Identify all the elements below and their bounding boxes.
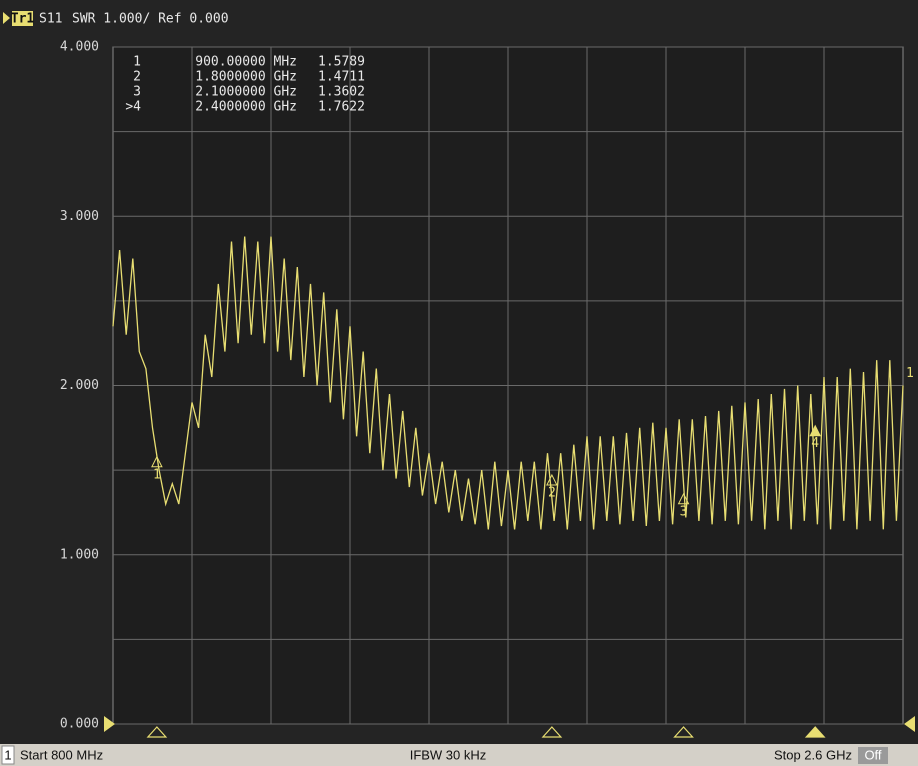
marker-position: [146, 726, 168, 738]
marker-label: 3: [680, 504, 688, 519]
marker-label: 4: [811, 436, 819, 451]
channel: 1: [4, 747, 11, 762]
marker-table-id: 2: [133, 70, 141, 85]
y-tick-label: 4.000: [60, 40, 99, 55]
marker-table-frequency: 1.8000000 GHz: [195, 70, 297, 85]
rf-state: Off: [864, 747, 881, 762]
marker: [677, 492, 690, 505]
rf-box: [858, 747, 888, 764]
marker: [809, 424, 822, 437]
marker-table-frequency: 900.00000 MHz: [195, 55, 297, 70]
marker: [546, 473, 558, 486]
trace-badge: [12, 11, 33, 26]
marker-position: [804, 726, 826, 738]
marker-table-id: 1: [133, 55, 141, 70]
y-tick-label: 3.000: [60, 209, 99, 224]
active-trace-arrow: [3, 12, 10, 24]
marker-table-id: 3: [133, 85, 141, 100]
marker-label: 2: [548, 486, 556, 501]
marker-position: [673, 726, 694, 738]
trace-id: Tr1: [11, 12, 35, 27]
reference-arrow: [104, 716, 115, 732]
marker-table-id: >4: [125, 100, 141, 115]
marker: [151, 455, 163, 468]
marker-position: [541, 726, 563, 738]
marker-label: 1: [153, 467, 161, 482]
start-frequency: Start 800 MHz: [20, 747, 103, 762]
trace-label: 1: [906, 366, 914, 381]
stop-frequency: Stop 2.6 GHz: [774, 747, 852, 762]
trace: [112, 236, 904, 530]
marker-table-frequency: 2.1000000 GHz: [195, 85, 297, 100]
y-tick-label: 1.000: [60, 547, 99, 562]
channel-box: [1, 745, 15, 765]
ifbw: IFBW 30 kHz: [410, 747, 487, 762]
status-bar: [0, 744, 918, 766]
right-reference-arrow: [904, 716, 915, 732]
marker-table-value: 1.7622: [318, 100, 365, 115]
marker-table-value: 1.3602: [318, 85, 365, 100]
y-tick-label: 0.000: [60, 717, 99, 732]
y-tick-label: 2.000: [60, 378, 99, 393]
marker-table-value: 1.4711: [318, 70, 365, 85]
marker-table-value: 1.5789: [318, 55, 365, 70]
marker-table-frequency: 2.4000000 GHz: [195, 100, 297, 115]
parameter: S11: [39, 12, 62, 27]
scale: SWR 1.000/ Ref 0.000: [72, 12, 229, 27]
